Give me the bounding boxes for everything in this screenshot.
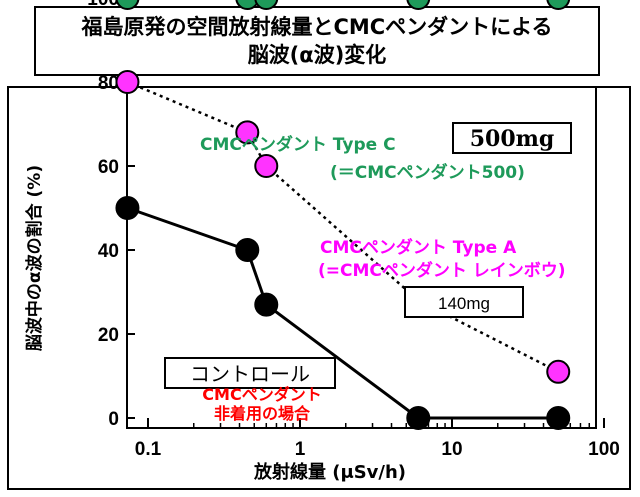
control-note-line1: CMCペンダント	[202, 385, 321, 404]
data-point-0-4	[546, 0, 571, 10]
type-a-label: CMCペンダント Type A	[320, 237, 517, 258]
x-axis-label: 放射線量 (μSv/h)	[253, 461, 406, 483]
control-box	[164, 357, 336, 389]
y-tick-label: 100	[87, 0, 119, 10]
control-note-line2: 非着用の場合	[214, 404, 311, 423]
data-point-2-1	[235, 238, 260, 262]
data-point-0-2	[254, 0, 279, 10]
y-axis-label: 脳波中のα波の割合 (%)	[24, 165, 45, 351]
chart-title-line1: 福島原発の空間放射線量とCMCペンダントによる	[81, 15, 553, 39]
y-tick-label: 60	[98, 157, 119, 178]
x-tick-label: 1	[295, 439, 306, 460]
data-point-2-3	[406, 406, 431, 430]
type-c-sub: (＝CMCペンダント500)	[330, 162, 525, 183]
type-c-label: CMCペンダント Type C	[200, 134, 396, 155]
y-tick-label: 0	[108, 409, 119, 430]
data-point-1-1	[235, 120, 260, 145]
data-point-2-2	[254, 292, 279, 317]
x-tick-label: 0.1	[135, 439, 162, 460]
x-tick-label: 100	[588, 439, 620, 460]
data-point-0-1	[235, 0, 260, 10]
data-point-0-3	[406, 0, 431, 10]
type-a-sub: (=CMCペンダント レインボウ)	[318, 260, 566, 281]
type-c-box	[452, 122, 572, 154]
type-a-box-label: 140mg	[438, 294, 490, 313]
data-point-1-2	[254, 154, 279, 178]
data-point-2-0	[115, 196, 140, 220]
data-point-2-4	[546, 406, 571, 430]
y-tick-label: 40	[98, 241, 119, 262]
chart-title-line2: 脳波(α波)変化	[247, 43, 387, 67]
y-tick-label: 20	[98, 325, 119, 346]
plot-frame	[126, 86, 597, 429]
chart-title-box: 福島原発の空間放射線量とCMCペンダントによる 脳波(α波)変化	[34, 6, 600, 76]
data-point-1-4	[546, 359, 571, 384]
data-point-0-0	[115, 0, 140, 10]
type-c-box-label: 500mg	[470, 126, 555, 152]
y-tick-label: 80	[98, 73, 119, 94]
control-box-label: コントロール	[190, 362, 310, 386]
data-point-1-0	[115, 70, 140, 94]
x-tick-label: 10	[441, 439, 462, 460]
type-a-box	[404, 286, 524, 318]
